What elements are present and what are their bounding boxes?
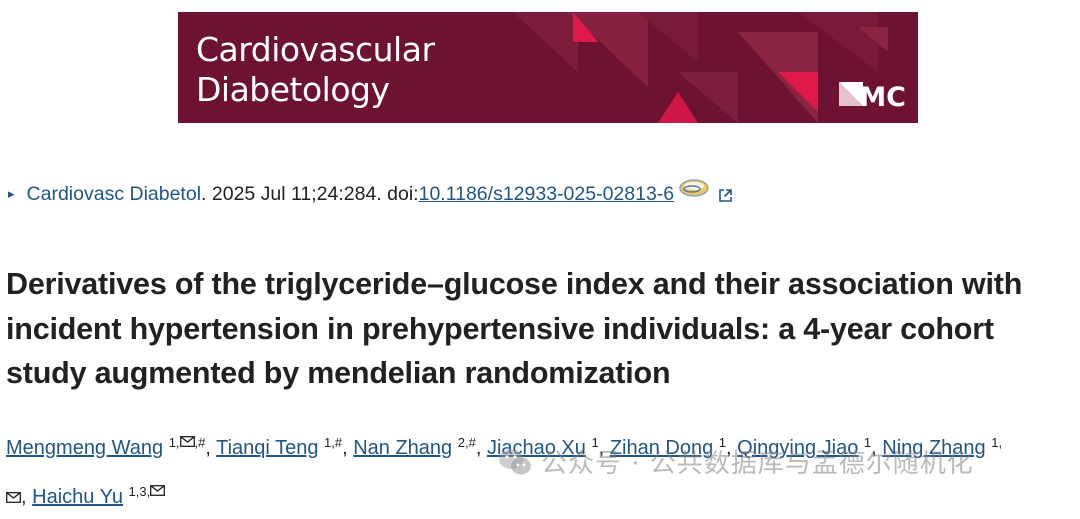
affiliation-mark: ,#: [194, 435, 206, 450]
author-link[interactable]: Ning Zhang: [882, 437, 986, 459]
author-link[interactable]: Haichu Yu: [32, 486, 123, 508]
banner-decoration: [513, 12, 888, 123]
author-affiliation: 1,: [991, 435, 1002, 450]
author-link[interactable]: Mengmeng Wang: [6, 437, 164, 459]
author-affiliation: 1,3,: [129, 484, 166, 499]
affiliation-number: 1,: [991, 435, 1003, 450]
author-link[interactable]: Nan Zhang: [353, 437, 453, 459]
author-affiliation: 1,#: [324, 435, 342, 450]
author-affiliation: 1: [719, 435, 726, 450]
external-link-icon[interactable]: [718, 188, 733, 203]
author-link[interactable]: Qingying Jiao: [737, 437, 859, 459]
author-affiliation: 1: [864, 435, 871, 450]
journal-link[interactable]: Cardiovasc Diabetol: [26, 182, 202, 205]
affiliation-number: 1,3,: [128, 484, 151, 499]
expand-arrow-icon[interactable]: ▸: [8, 186, 15, 201]
author-link[interactable]: Jiachao Xu: [486, 437, 586, 459]
bmc-mark-icon: [838, 82, 863, 106]
bmc-logo: BMC: [838, 82, 906, 113]
affiliation-number: 1: [863, 435, 872, 450]
affiliation-number: 1,#: [324, 435, 343, 450]
journal-banner[interactable]: Cardiovascular Diabetology BMC: [178, 12, 918, 123]
affiliation-number: 1: [591, 435, 599, 450]
author-list: Mengmeng Wang 1, ,#, Tianqi Teng 1,#, Nan…: [6, 435, 1003, 508]
journal-name-line2: Diabetology: [196, 70, 390, 109]
affiliation-number: 2,#: [457, 435, 476, 450]
author-link[interactable]: Zihan Dong: [609, 437, 714, 459]
article-title: Derivatives of the triglyceride–glucose …: [6, 267, 1023, 390]
affiliation-number: 1: [718, 435, 727, 450]
mail-icon[interactable]: [6, 492, 21, 503]
wechat-icon: [499, 448, 531, 474]
mail-icon[interactable]: [150, 485, 166, 496]
journal-name-line1: Cardiovascular: [196, 30, 435, 69]
author-affiliation: 2,#: [458, 435, 476, 450]
watermark: 公众号 · 公共数据库与孟德尔随机化: [497, 443, 974, 480]
author-link[interactable]: Tianqi Teng: [216, 437, 319, 459]
author-affiliation: 1, ,#: [169, 435, 206, 450]
journal-name: Cardiovascular Diabetology: [196, 30, 435, 110]
watermark-text: 公众号 · 公共数据库与孟德尔随机化: [541, 449, 974, 479]
mail-icon[interactable]: [179, 436, 195, 447]
citation-line: ▸ Cardiovasc Diabetol . 2025 Jul 11;24:2…: [8, 179, 733, 209]
doi-badge-icon: [679, 179, 709, 197]
affiliation-number: 1,: [168, 435, 180, 450]
author-affiliation: 1: [591, 435, 598, 450]
doi-link[interactable]: 10.1186/s12933-025-02813-6: [418, 182, 675, 205]
citation-details: . 2025 Jul 11;24:284. doi:: [201, 182, 419, 205]
